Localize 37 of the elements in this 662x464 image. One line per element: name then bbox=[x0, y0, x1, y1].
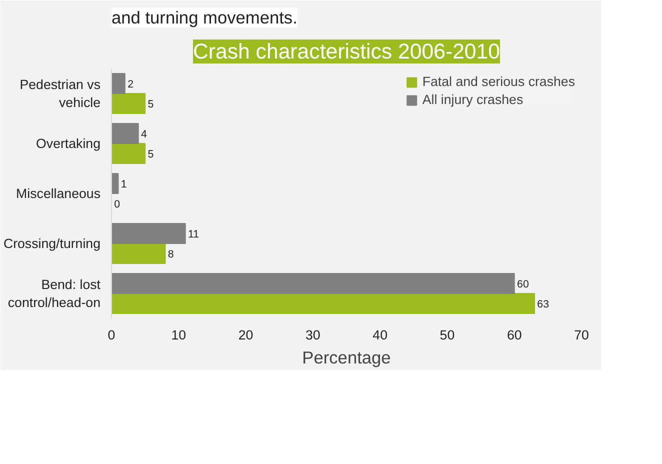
data-label: 2 bbox=[128, 78, 134, 90]
bar bbox=[112, 73, 126, 94]
data-label: 5 bbox=[148, 148, 154, 160]
bar bbox=[112, 173, 119, 194]
y-tick-label: Miscellaneous bbox=[16, 186, 101, 201]
x-tick-label: 20 bbox=[238, 328, 254, 342]
data-label: 11 bbox=[188, 228, 200, 240]
bar bbox=[112, 273, 515, 294]
x-tick-label: 0 bbox=[108, 328, 116, 342]
y-tick-label: Bend: lost control/head-on bbox=[8, 277, 101, 310]
data-label: 0 bbox=[114, 198, 120, 210]
y-tick-label: Overtaking bbox=[36, 136, 101, 151]
bar bbox=[112, 243, 166, 264]
bar bbox=[112, 293, 535, 314]
bar bbox=[112, 143, 146, 164]
data-label: 60 bbox=[517, 278, 529, 290]
x-tick-label: 70 bbox=[574, 328, 589, 342]
y-tick-label: Crossing/turning bbox=[3, 236, 100, 251]
x-tick-label: 50 bbox=[440, 328, 455, 342]
data-label: 4 bbox=[141, 128, 148, 140]
bar bbox=[112, 123, 139, 144]
x-axis-title: Percentage bbox=[302, 348, 391, 368]
x-tick-label: 30 bbox=[306, 328, 320, 342]
x-tick-label: 60 bbox=[506, 328, 522, 342]
data-label: 1 bbox=[120, 178, 127, 190]
bar bbox=[112, 93, 146, 114]
y-tick-label: Pedestrian vs vehicle bbox=[20, 77, 101, 110]
data-label: 5 bbox=[148, 98, 154, 110]
legend-label: All injury crashes bbox=[422, 92, 524, 107]
x-tick-label: 40 bbox=[372, 328, 388, 342]
data-label: 63 bbox=[537, 298, 550, 310]
x-tick-label: 10 bbox=[171, 328, 186, 342]
bar bbox=[112, 223, 186, 244]
chart-title: Crash characteristics 2006-2010 bbox=[192, 40, 500, 64]
text: and turning movements. bbox=[112, 8, 298, 28]
legend-label: Fatal and serious crashes bbox=[422, 74, 575, 89]
data-label: 8 bbox=[168, 248, 174, 260]
